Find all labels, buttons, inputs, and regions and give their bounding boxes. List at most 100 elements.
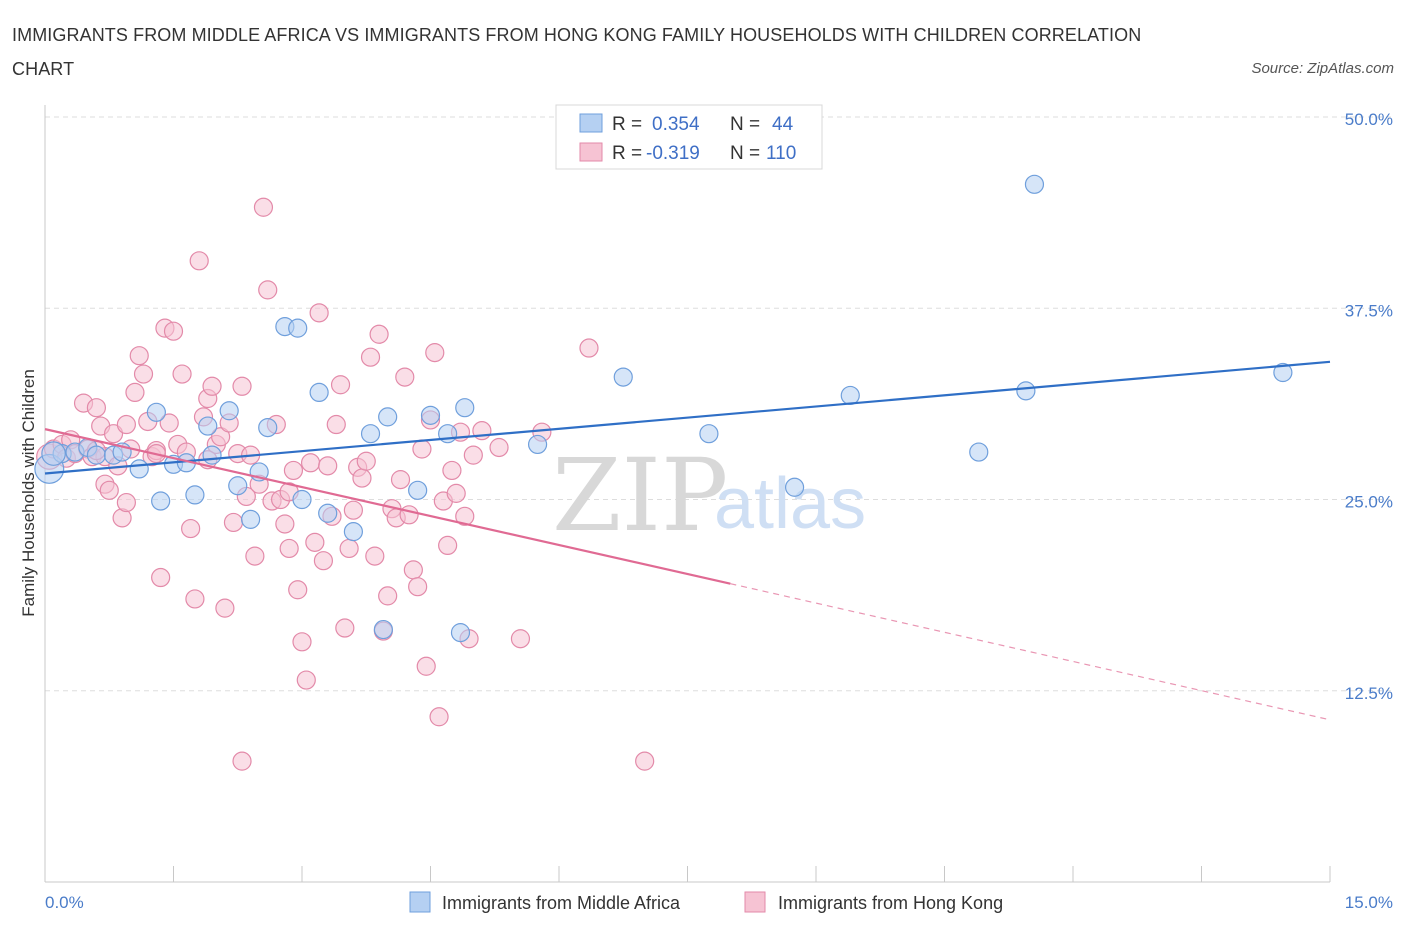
hong-kong-point-86 <box>408 577 428 597</box>
hong-kong-point-91 <box>429 707 449 727</box>
hong-kong-point-104 <box>579 338 599 358</box>
middle-africa-point-29 <box>408 480 428 500</box>
hong-kong-point-70 <box>339 538 359 559</box>
middle-africa-point-25 <box>343 522 363 542</box>
bottom-legend: Immigrants from Middle Africa Immigrants… <box>409 891 1003 913</box>
middle-africa-point-24 <box>318 503 338 523</box>
middle-africa-point-38 <box>840 385 860 406</box>
hong-kong-point-34 <box>185 589 205 609</box>
middle-africa-point-35 <box>613 367 633 387</box>
middle-africa-point-41 <box>1016 381 1036 401</box>
hong-kong-point-22 <box>133 364 154 384</box>
hong-kong-point-13 <box>99 480 119 500</box>
stats-legend-blue-swatch <box>579 113 603 133</box>
hong-kong-point-55 <box>275 514 295 534</box>
watermark: ZIP atlas <box>552 437 866 554</box>
stats-legend: R = 0.354 N = 44 R = -0.319 N = 110 <box>555 104 823 170</box>
hong-kong-point-57 <box>283 460 304 481</box>
hong-kong-point-75 <box>360 347 381 367</box>
hong-kong-point-29 <box>163 321 184 341</box>
middle-africa-point-23 <box>309 382 329 402</box>
hong-kong-point-50 <box>253 197 274 217</box>
hong-kong-point-73 <box>352 468 372 488</box>
middle-africa-point-34 <box>527 434 548 455</box>
hong-kong-point-101 <box>489 437 509 458</box>
hong-kong-point-17 <box>116 414 136 435</box>
stats-n-label-pink: N = <box>730 143 760 164</box>
middle-africa-point-30 <box>420 405 441 425</box>
hong-kong-point-71 <box>343 500 363 520</box>
y-tick-label-3: 12.5% <box>1345 684 1393 703</box>
middle-africa-point-12 <box>185 485 205 505</box>
hong-kong-point-62 <box>305 532 325 552</box>
middle-africa-point-26 <box>360 424 381 444</box>
hong-kong-point-21 <box>129 346 149 366</box>
middle-africa-point-16 <box>228 476 248 496</box>
hong-kong-point-85 <box>403 560 423 580</box>
chart-title: IMMIGRANTS FROM MIDDLE AFRICA VS IMMIGRA… <box>12 18 1212 86</box>
series-middle-africa-points <box>34 174 1293 643</box>
hong-kong-point-65 <box>318 456 338 476</box>
hong-kong-point-64 <box>313 551 334 571</box>
hong-kong-point-58 <box>288 580 308 600</box>
hong-kong-point-41 <box>215 598 235 618</box>
hong-kong-point-84 <box>399 505 419 525</box>
hong-kong-point-20 <box>125 382 145 402</box>
middle-africa-point-28 <box>378 407 398 427</box>
hong-kong-point-45 <box>232 376 252 396</box>
stats-n-value-blue: 44 <box>772 114 794 135</box>
middle-africa-point-19 <box>258 417 278 438</box>
hong-kong-point-43 <box>223 512 244 533</box>
middle-africa-point-43 <box>41 441 66 466</box>
hong-kong-point-18 <box>116 492 136 513</box>
hong-kong-point-90 <box>425 343 445 363</box>
middle-africa-point-37 <box>784 477 805 497</box>
middle-africa-point-14 <box>202 445 222 465</box>
x-minor-ticks <box>44 866 1331 882</box>
middle-africa-point-27 <box>373 619 393 640</box>
y-axis-title: Family Households with Children <box>19 369 38 617</box>
trend-lines <box>44 360 1331 721</box>
hong-kong-point-48 <box>245 546 265 566</box>
trend-line-middle-africa <box>44 360 1331 475</box>
hong-kong-point-82 <box>390 470 411 490</box>
hong-kong-point-87 <box>412 439 432 459</box>
y-tick-label-1: 37.5% <box>1345 301 1393 320</box>
hong-kong-point-106 <box>232 751 252 771</box>
hong-kong-point-110 <box>279 538 299 559</box>
hong-kong-point-51 <box>258 280 278 300</box>
trend-line-hong-kong-extrapolated <box>730 583 1331 721</box>
trend-line-hong-kong <box>44 428 731 585</box>
hong-kong-point-77 <box>369 324 389 344</box>
hong-kong-point-95 <box>446 483 466 503</box>
watermark-zip: ZIP <box>552 437 728 554</box>
middle-africa-point-22 <box>292 489 312 510</box>
hong-kong-point-67 <box>326 414 346 435</box>
middle-africa-point-8 <box>146 402 166 422</box>
grid-lines <box>45 116 1393 692</box>
legend-swatch-middle-africa <box>409 891 431 913</box>
hong-kong-point-61 <box>300 453 321 473</box>
middle-africa-point-32 <box>450 623 471 643</box>
middle-africa-point-42 <box>1273 362 1293 383</box>
middle-africa-point-7 <box>129 459 149 479</box>
middle-africa-point-17 <box>241 509 261 529</box>
legend-label-hong-kong: Immigrants from Hong Kong <box>778 893 1003 913</box>
hong-kong-point-33 <box>181 518 201 539</box>
hong-kong-point-9 <box>86 398 107 418</box>
chart-title-line-2: CHART <box>12 59 75 79</box>
hong-kong-point-93 <box>438 535 458 556</box>
hong-kong-point-26 <box>151 567 171 588</box>
watermark-atlas: atlas <box>714 464 866 544</box>
hong-kong-point-68 <box>330 375 351 395</box>
hong-kong-point-76 <box>365 546 385 566</box>
hong-kong-point-40 <box>211 427 231 447</box>
stats-legend-pink-swatch <box>579 142 603 162</box>
middle-africa-point-15 <box>219 401 239 421</box>
hong-kong-point-63 <box>309 303 329 323</box>
hong-kong-point-35 <box>189 251 209 271</box>
hong-kong-point-60 <box>296 670 316 690</box>
middle-africa-point-33 <box>455 398 475 418</box>
hong-kong-point-94 <box>442 460 462 481</box>
